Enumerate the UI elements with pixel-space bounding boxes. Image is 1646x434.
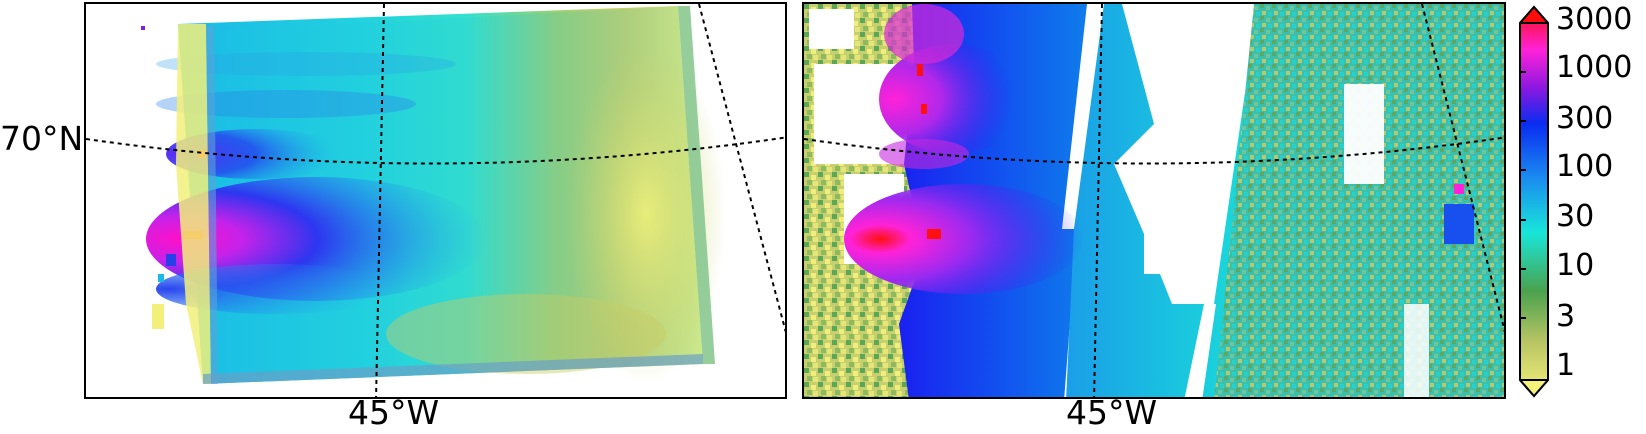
colorbar-tick-label: 3000	[1556, 2, 1633, 37]
colorbar-tick-label: 3	[1556, 299, 1576, 334]
graticule-45W	[375, 4, 385, 397]
colorbar-scale	[1517, 5, 1551, 398]
colorbar-extend-max	[1517, 5, 1551, 24]
colorbar-body	[1519, 5, 1549, 398]
coastal-strip	[176, 24, 211, 384]
longitude-label-45W-left: 45°W	[348, 393, 440, 432]
longitude-label-45W-right: 45°W	[1066, 393, 1158, 432]
east-noise	[1214, 4, 1504, 397]
colorbar-extend-min	[1517, 379, 1551, 398]
colorbar-tick-label: 300	[1556, 101, 1614, 136]
latitude-label-70N: 70°N	[0, 119, 84, 158]
colorbar-tick-label: 1000	[1556, 50, 1633, 85]
graticule-45W	[1093, 4, 1103, 397]
colorbar-tick-label: 10	[1556, 248, 1595, 283]
colorbar-tick-label: 100	[1556, 149, 1614, 184]
map-panel-right	[802, 2, 1506, 399]
colorbar-tick-label: 30	[1556, 199, 1595, 234]
plume-north	[879, 44, 1029, 154]
plume-main	[844, 184, 1084, 294]
right-map-field	[804, 4, 1504, 397]
map-panel-left	[84, 2, 787, 399]
colorbar	[1517, 5, 1551, 398]
graticule-meridian-east	[698, 4, 785, 333]
graticule-meridian-east	[1421, 4, 1504, 333]
left-map-field	[86, 4, 785, 397]
graticule-70N	[804, 136, 1504, 165]
colorbar-tick-label: 1	[1556, 348, 1576, 383]
